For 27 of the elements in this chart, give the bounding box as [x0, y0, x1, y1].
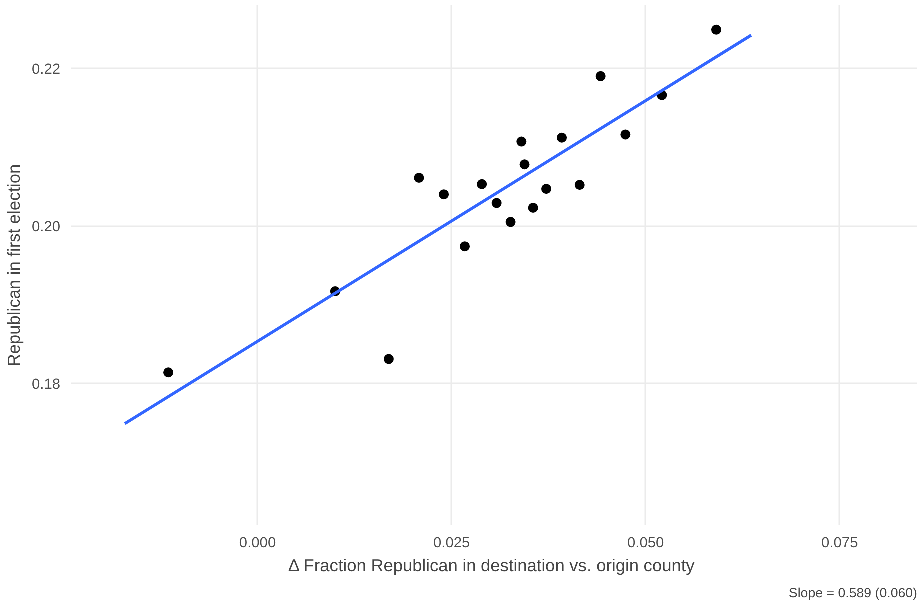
x-tick-label: 0.025	[433, 536, 470, 552]
point	[528, 202, 538, 213]
x-tick-label: 0.075	[822, 536, 858, 552]
x-tick-label: 0.000	[239, 536, 276, 552]
point	[506, 217, 516, 228]
point	[711, 24, 722, 35]
point	[414, 173, 424, 184]
point	[516, 136, 527, 147]
y-tick-label: 0.22	[32, 62, 61, 78]
x-tick-label: 0.050	[628, 536, 664, 552]
point	[439, 190, 450, 200]
y-tick-label: 0.20	[32, 220, 61, 236]
x-axis-title: Δ Fraction Republican in destination vs. origin county	[288, 556, 696, 576]
point	[477, 179, 488, 190]
point	[557, 132, 568, 143]
text: Slope = 0.589 (0.060)	[788, 586, 918, 600]
point	[460, 242, 470, 252]
point	[596, 71, 606, 82]
y-axis-title: Republican in first election	[4, 164, 24, 367]
point	[620, 130, 631, 140]
point	[542, 184, 552, 194]
y-tick-label: 0.18	[32, 377, 61, 394]
point	[492, 198, 502, 208]
point	[520, 160, 530, 170]
point	[384, 354, 394, 364]
point	[574, 180, 585, 190]
point	[164, 368, 174, 378]
